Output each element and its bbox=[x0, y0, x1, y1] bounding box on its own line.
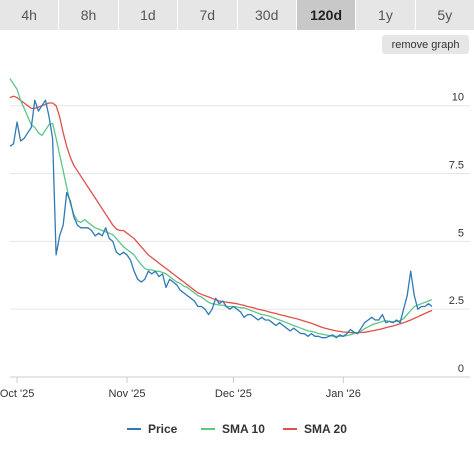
tab-1y[interactable]: 1y bbox=[356, 0, 416, 30]
y-tick-label: 10 bbox=[452, 92, 464, 104]
tab-4h[interactable]: 4h bbox=[0, 0, 60, 30]
y-tick-label: 2.5 bbox=[449, 295, 464, 307]
price-chart: Oct '25 Nov '25 Dec '25 Jan '26 02.557.510 … bbox=[0, 78, 470, 436]
legend-label-sma-20[interactable]: SMA 20 bbox=[304, 422, 347, 436]
x-tick-label: Jan '26 bbox=[326, 388, 361, 400]
legend-label-price[interactable]: Price bbox=[148, 422, 178, 436]
tab-30d[interactable]: 30d bbox=[238, 0, 297, 30]
y-tick-label: 0 bbox=[458, 363, 464, 375]
series-line-sma-20 bbox=[9, 95, 433, 334]
y-tick-label: 5 bbox=[458, 227, 464, 239]
x-tick-label: Dec '25 bbox=[215, 388, 252, 400]
series-line-sma-10 bbox=[9, 78, 433, 337]
x-tick-label: Oct '25 bbox=[0, 388, 34, 400]
x-axis: Oct '25 Nov '25 Dec '25 Jan '26 bbox=[0, 377, 361, 400]
chart-series bbox=[9, 78, 433, 339]
y-axis: 0 2.5 5 7.5 10 bbox=[449, 92, 464, 375]
legend-label-sma-10[interactable]: SMA 10 bbox=[222, 422, 265, 436]
time-range-tabs: 4h 8h 1d 7d 30d 120d 1y 5y bbox=[0, 0, 474, 30]
x-tick-label: Nov '25 bbox=[109, 388, 146, 400]
y-tick-label: 7.5 bbox=[449, 160, 464, 172]
tab-8h[interactable]: 8h bbox=[59, 0, 119, 30]
series-line-price bbox=[9, 99, 433, 339]
chart-legend: Price SMA 10 SMA 20 bbox=[127, 422, 347, 436]
tab-7d[interactable]: 7d bbox=[178, 0, 238, 30]
tab-1d[interactable]: 1d bbox=[119, 0, 179, 30]
remove-graph-button[interactable]: remove graph bbox=[382, 35, 469, 54]
grid-lines bbox=[10, 105, 470, 378]
tab-5y[interactable]: 5y bbox=[437, 7, 453, 23]
tab-120d[interactable]: 120d bbox=[296, 0, 357, 30]
